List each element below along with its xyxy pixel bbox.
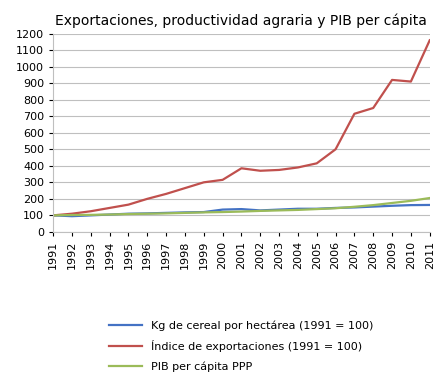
PIB per cápita PPP [295,208,300,212]
PIB per cápita PPP [352,205,357,209]
Índice de exportaciones (1991 = 100) [182,186,187,190]
Índice de exportaciones (1991 = 100) [145,197,150,201]
PIB per cápita PPP [257,209,263,213]
Kg de cereal por hectárea (1991 = 100) [257,208,263,213]
Índice de exportaciones (1991 = 100) [239,166,244,171]
Índice de exportaciones (1991 = 100) [352,111,357,116]
Índice de exportaciones (1991 = 100) [107,206,113,210]
Índice de exportaciones (1991 = 100) [126,202,131,207]
Kg de cereal por hectárea (1991 = 100) [107,212,113,217]
PIB per cápita PPP [107,212,113,217]
Kg de cereal por hectárea (1991 = 100) [201,210,206,214]
Line: PIB per cápita PPP: PIB per cápita PPP [53,198,430,215]
PIB per cápita PPP [88,213,93,217]
Kg de cereal por hectárea (1991 = 100) [314,206,319,211]
Índice de exportaciones (1991 = 100) [220,178,225,182]
PIB per cápita PPP [163,211,169,216]
Legend: Kg de cereal por hectárea (1991 = 100), Índice de exportaciones (1991 = 100), PI: Kg de cereal por hectárea (1991 = 100), … [109,321,374,372]
PIB per cápita PPP [408,199,413,203]
Índice de exportaciones (1991 = 100) [201,180,206,185]
Índice de exportaciones (1991 = 100) [371,106,376,110]
Kg de cereal por hectárea (1991 = 100) [70,214,75,218]
Kg de cereal por hectárea (1991 = 100) [371,204,376,209]
Kg de cereal por hectárea (1991 = 100) [145,211,150,216]
Line: Kg de cereal por hectárea (1991 = 100): Kg de cereal por hectárea (1991 = 100) [53,205,430,216]
PIB per cápita PPP [239,209,244,214]
PIB per cápita PPP [389,201,395,205]
PIB per cápita PPP [182,211,187,215]
Índice de exportaciones (1991 = 100) [51,213,56,218]
Kg de cereal por hectárea (1991 = 100) [220,207,225,212]
PIB per cápita PPP [220,210,225,214]
Índice de exportaciones (1991 = 100) [295,165,300,170]
PIB per cápita PPP [145,211,150,216]
Índice de exportaciones (1991 = 100) [427,38,432,43]
PIB per cápita PPP [314,207,319,211]
Índice de exportaciones (1991 = 100) [408,79,413,84]
PIB per cápita PPP [276,208,282,213]
Kg de cereal por hectárea (1991 = 100) [427,203,432,207]
Índice de exportaciones (1991 = 100) [333,147,338,151]
Kg de cereal por hectárea (1991 = 100) [276,207,282,212]
Kg de cereal por hectárea (1991 = 100) [126,211,131,216]
Índice de exportaciones (1991 = 100) [88,209,93,214]
Kg de cereal por hectárea (1991 = 100) [239,207,244,211]
Kg de cereal por hectárea (1991 = 100) [182,210,187,215]
Kg de cereal por hectárea (1991 = 100) [389,203,395,208]
Title: Exportaciones, productividad agraria y PIB per cápita: Exportaciones, productividad agraria y P… [55,14,427,28]
PIB per cápita PPP [371,203,376,207]
Kg de cereal por hectárea (1991 = 100) [88,213,93,218]
Índice de exportaciones (1991 = 100) [276,168,282,172]
Índice de exportaciones (1991 = 100) [257,169,263,173]
PIB per cápita PPP [333,206,338,211]
Índice de exportaciones (1991 = 100) [314,161,319,166]
Kg de cereal por hectárea (1991 = 100) [51,213,56,218]
Kg de cereal por hectárea (1991 = 100) [352,205,357,210]
Kg de cereal por hectárea (1991 = 100) [333,206,338,210]
PIB per cápita PPP [201,210,206,215]
PIB per cápita PPP [126,212,131,216]
Line: Índice de exportaciones (1991 = 100): Índice de exportaciones (1991 = 100) [53,40,430,215]
Índice de exportaciones (1991 = 100) [389,78,395,82]
PIB per cápita PPP [427,196,432,200]
PIB per cápita PPP [70,213,75,217]
Kg de cereal por hectárea (1991 = 100) [295,206,300,211]
Kg de cereal por hectárea (1991 = 100) [163,211,169,215]
Kg de cereal por hectárea (1991 = 100) [408,203,413,207]
PIB per cápita PPP [51,213,56,218]
Índice de exportaciones (1991 = 100) [163,191,169,196]
Índice de exportaciones (1991 = 100) [70,211,75,216]
